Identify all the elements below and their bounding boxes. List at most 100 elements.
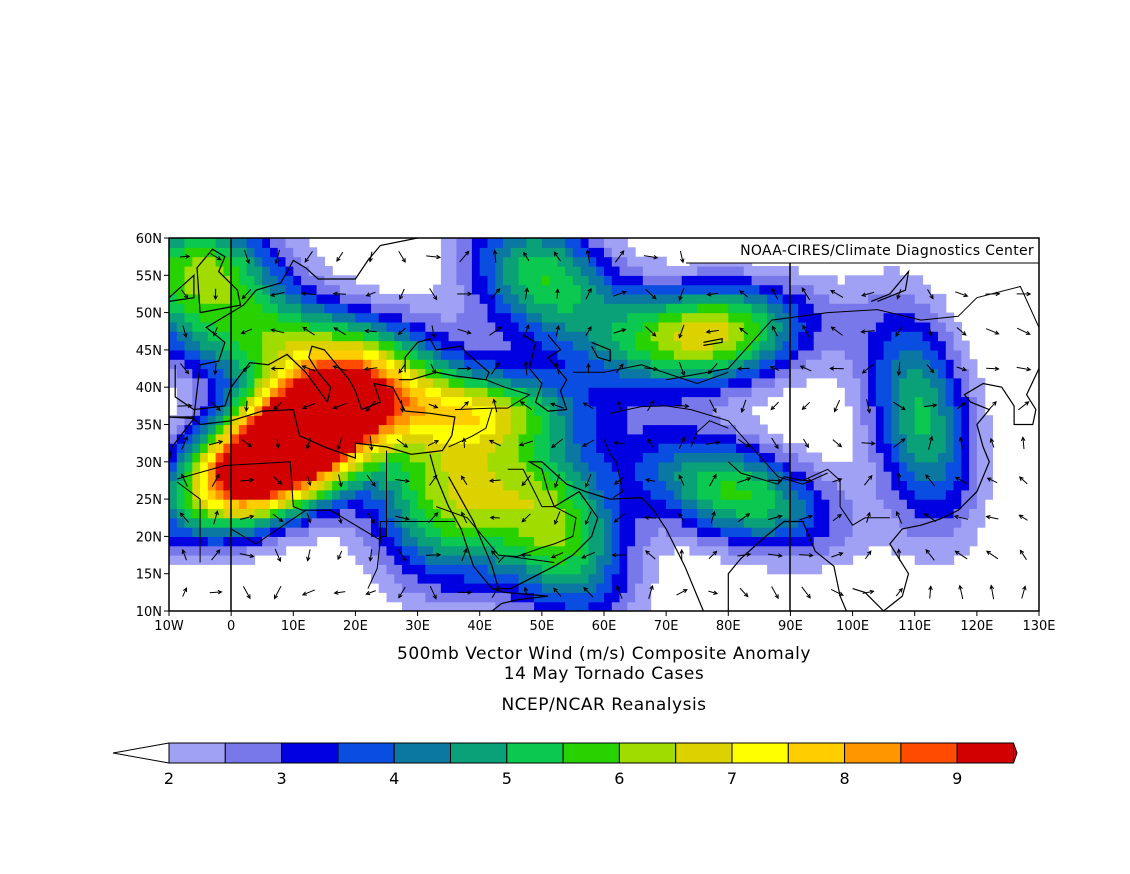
contour-cell (938, 527, 947, 537)
lon-tick-label: 50E (529, 619, 554, 634)
contour-cell (534, 359, 543, 370)
contour-cell (371, 471, 380, 481)
contour-cell (363, 377, 372, 388)
contour-cell (316, 527, 325, 537)
contour-cell (673, 461, 683, 472)
contour-cell (456, 377, 465, 388)
contour-cell (658, 452, 667, 463)
contour-cell (254, 266, 263, 276)
contour-cell (371, 508, 380, 519)
contour-cell (254, 396, 263, 407)
colorbar-label: 3 (277, 769, 287, 788)
contour-cell (821, 489, 830, 500)
contour-cell (736, 415, 745, 426)
contour-cell (650, 321, 659, 332)
contour-cell (627, 284, 636, 295)
wind-arrow (337, 550, 343, 561)
contour-cell (860, 275, 869, 286)
contour-cell (728, 527, 737, 537)
contour-cell (868, 536, 877, 547)
contour-cell (293, 293, 302, 304)
contour-cell (308, 275, 318, 286)
contour-cell (782, 266, 792, 276)
contour-cell (316, 489, 325, 500)
contour-cell (844, 489, 854, 500)
contour-cell (736, 387, 745, 398)
contour-cell (479, 452, 489, 463)
contour-cell (844, 275, 854, 286)
contour-cell (728, 536, 737, 547)
contour-cell (487, 256, 496, 267)
contour-cell (666, 396, 675, 407)
contour-cell (635, 368, 644, 379)
contour-cell (961, 499, 970, 509)
contour-cell (689, 321, 698, 332)
contour-cell (332, 303, 341, 314)
contour-cell (215, 368, 224, 379)
contour-cell (906, 359, 916, 370)
contour-cell (207, 536, 217, 547)
contour-cell (658, 312, 667, 323)
contour-cell (899, 536, 908, 547)
contour-cell (409, 415, 419, 426)
contour-cell (806, 536, 815, 547)
contour-cell (611, 331, 621, 342)
contour-cell (790, 284, 799, 295)
contour-cell (394, 527, 403, 537)
contour-cell (868, 424, 877, 435)
contour-cell (378, 340, 388, 351)
contour-cell (254, 480, 263, 491)
contour-cell (339, 312, 349, 323)
contour-cell (619, 387, 628, 398)
contour-cell (635, 517, 644, 528)
contour-cell (969, 377, 978, 388)
contour-cell (961, 377, 970, 388)
contour-cell (619, 545, 628, 556)
wind-arrow (305, 437, 311, 450)
contour-cell (588, 340, 597, 351)
contour-cell (456, 387, 465, 398)
contour-cell (627, 433, 636, 444)
wind-arrow (179, 254, 191, 259)
contour-cell (961, 349, 970, 360)
contour-cell (883, 340, 892, 351)
contour-cell (728, 499, 737, 509)
contour-cell (588, 396, 597, 407)
contour-cell (526, 312, 535, 323)
wind-arrow (1018, 476, 1028, 485)
contour-cell (510, 359, 520, 370)
contour-cell (169, 489, 178, 500)
wind-arrow (801, 586, 811, 599)
contour-cell (541, 415, 551, 426)
contour-cell (518, 583, 527, 593)
contour-cell (572, 256, 582, 267)
contour-cell (471, 275, 481, 286)
contour-cell (751, 480, 760, 491)
contour-cell (875, 377, 885, 388)
contour-cell (697, 443, 706, 453)
contour-cell (953, 331, 962, 342)
contour-cell (891, 303, 900, 314)
contour-cell (673, 508, 683, 519)
contour-cell (914, 293, 924, 304)
contour-cell (184, 499, 193, 509)
wind-arrow (678, 512, 685, 523)
contour-cell (270, 293, 279, 304)
contour-cell (464, 424, 473, 435)
contour-cell (215, 499, 224, 509)
contour-cell (938, 471, 947, 481)
contour-cell (712, 443, 722, 453)
contour-cell (852, 471, 861, 481)
contour-cell (627, 508, 636, 519)
contour-cell (945, 433, 955, 444)
wind-arrow (957, 402, 967, 410)
contour-cell (433, 601, 442, 611)
contour-cell (883, 489, 892, 500)
contour-cell (883, 312, 892, 323)
wind-arrow (989, 584, 995, 600)
contour-cell (176, 312, 186, 323)
contour-cell (223, 312, 232, 323)
contour-cell (495, 340, 504, 351)
contour-cell (526, 527, 535, 537)
contour-cell (425, 303, 434, 314)
